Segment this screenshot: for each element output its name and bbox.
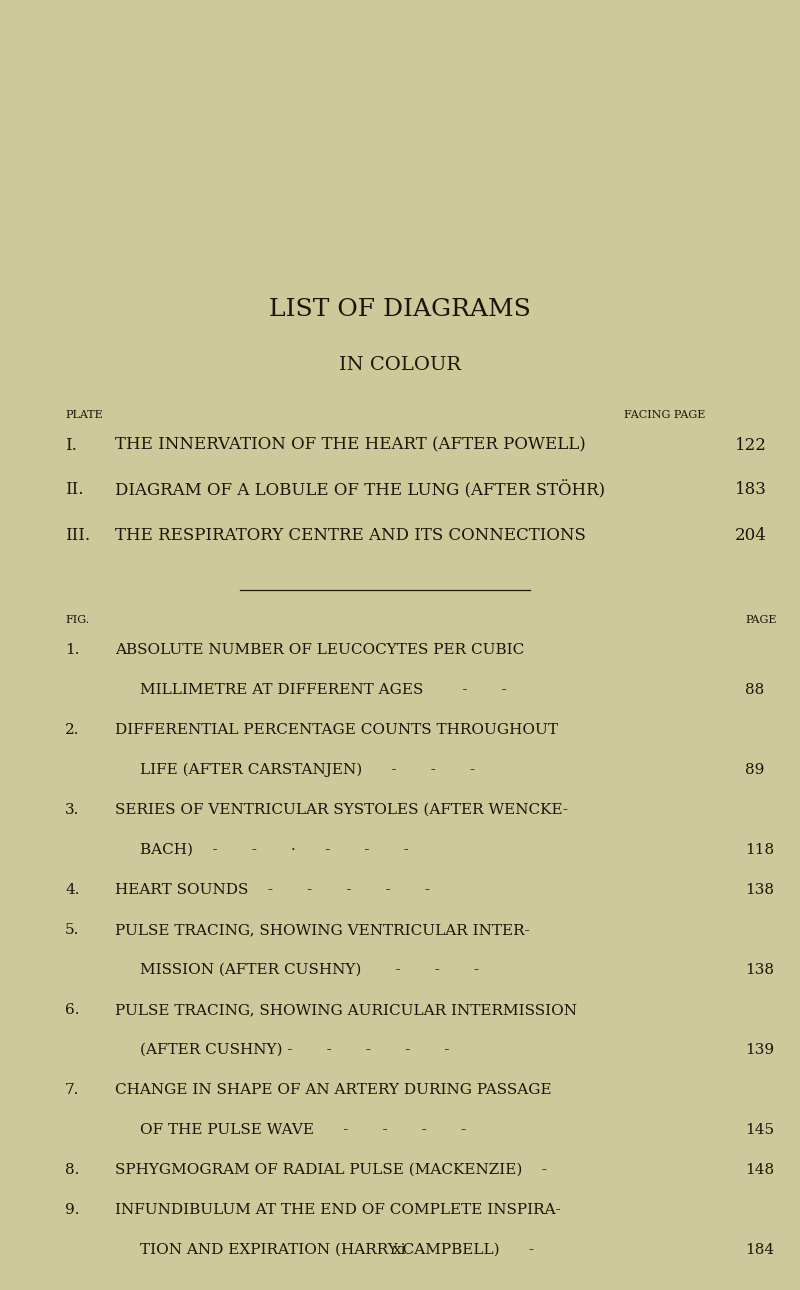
Text: CHANGE IN SHAPE OF AN ARTERY DURING PASSAGE: CHANGE IN SHAPE OF AN ARTERY DURING PASS… [115, 1084, 552, 1096]
Text: THE INNERVATION OF THE HEART (AFTER POWELL): THE INNERVATION OF THE HEART (AFTER POWE… [115, 436, 586, 454]
Text: SERIES OF VENTRICULAR SYSTOLES (AFTER WENCKE-: SERIES OF VENTRICULAR SYSTOLES (AFTER WE… [115, 802, 568, 817]
Text: PULSE TRACING, SHOWING VENTRICULAR INTER-: PULSE TRACING, SHOWING VENTRICULAR INTER… [115, 924, 530, 937]
Text: 122: 122 [735, 436, 767, 454]
Text: 118: 118 [745, 842, 774, 857]
Text: ABSOLUTE NUMBER OF LEUCOCYTES PER CUBIC: ABSOLUTE NUMBER OF LEUCOCYTES PER CUBIC [115, 642, 524, 657]
Text: 145: 145 [745, 1124, 774, 1136]
Text: INFUNDIBULUM AT THE END OF COMPLETE INSPIRA-: INFUNDIBULUM AT THE END OF COMPLETE INSP… [115, 1204, 561, 1216]
Text: TION AND EXPIRATION (HARRY CAMPBELL)      -: TION AND EXPIRATION (HARRY CAMPBELL) - [140, 1244, 534, 1256]
Text: IN COLOUR: IN COLOUR [339, 356, 461, 374]
Text: SPHYGMOGRAM OF RADIAL PULSE (MACKENZIE)    -: SPHYGMOGRAM OF RADIAL PULSE (MACKENZIE) … [115, 1164, 547, 1176]
Text: II.: II. [65, 481, 83, 498]
Text: 204: 204 [735, 526, 767, 543]
Text: BACH)    -       -       ·      -       -       -: BACH) - - · - - - [140, 842, 409, 857]
Text: III.: III. [65, 526, 90, 543]
Text: 3.: 3. [65, 802, 79, 817]
Text: 139: 139 [745, 1044, 774, 1057]
Text: FIG.: FIG. [65, 615, 90, 624]
Text: PLATE: PLATE [65, 410, 102, 421]
Text: 88: 88 [745, 682, 764, 697]
Text: MISSION (AFTER CUSHNY)       -       -       -: MISSION (AFTER CUSHNY) - - - [140, 964, 479, 977]
Text: I.: I. [65, 436, 77, 454]
Text: 183: 183 [735, 481, 767, 498]
Text: 138: 138 [745, 882, 774, 897]
Text: 89: 89 [745, 762, 764, 777]
Text: DIAGRAM OF A LOBULE OF THE LUNG (AFTER STÖHR): DIAGRAM OF A LOBULE OF THE LUNG (AFTER S… [115, 481, 605, 499]
Text: THE RESPIRATORY CENTRE AND ITS CONNECTIONS: THE RESPIRATORY CENTRE AND ITS CONNECTIO… [115, 526, 586, 543]
Text: 2.: 2. [65, 722, 79, 737]
Text: 8.: 8. [65, 1164, 79, 1176]
Text: LIFE (AFTER CARSTANJEN)      -       -       -: LIFE (AFTER CARSTANJEN) - - - [140, 762, 475, 777]
Text: 5.: 5. [65, 924, 79, 937]
Text: 7.: 7. [65, 1084, 79, 1096]
Text: DIFFERENTIAL PERCENTAGE COUNTS THROUGHOUT: DIFFERENTIAL PERCENTAGE COUNTS THROUGHOU… [115, 722, 558, 737]
Text: OF THE PULSE WAVE      -       -       -       -: OF THE PULSE WAVE - - - - [140, 1124, 466, 1136]
Text: xi: xi [394, 1244, 406, 1256]
Text: 6.: 6. [65, 1004, 79, 1017]
Text: 138: 138 [745, 964, 774, 977]
Text: 9.: 9. [65, 1204, 79, 1216]
Text: HEART SOUNDS    -       -       -       -       -: HEART SOUNDS - - - - - [115, 882, 430, 897]
Text: PAGE: PAGE [745, 615, 777, 624]
Text: 4.: 4. [65, 882, 79, 897]
Text: 184: 184 [745, 1244, 774, 1256]
Text: 148: 148 [745, 1164, 774, 1176]
Text: LIST OF DIAGRAMS: LIST OF DIAGRAMS [269, 298, 531, 321]
Text: MILLIMETRE AT DIFFERENT AGES        -       -: MILLIMETRE AT DIFFERENT AGES - - [140, 682, 506, 697]
Text: 1.: 1. [65, 642, 79, 657]
Text: (AFTER CUSHNY) -       -       -       -       -: (AFTER CUSHNY) - - - - - [140, 1044, 450, 1057]
Text: FACING PAGE: FACING PAGE [624, 410, 705, 421]
Text: PULSE TRACING, SHOWING AURICULAR INTERMISSION: PULSE TRACING, SHOWING AURICULAR INTERMI… [115, 1004, 577, 1017]
